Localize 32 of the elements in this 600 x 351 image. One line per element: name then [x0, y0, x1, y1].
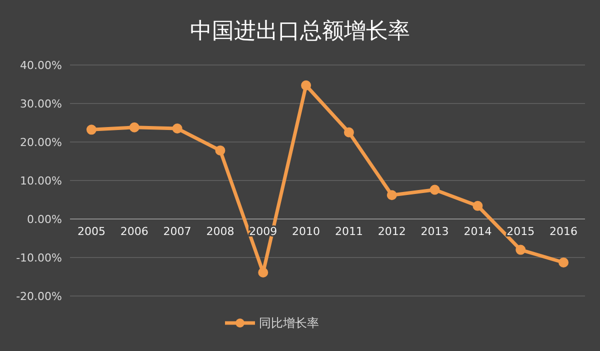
x-tick-label: 2005 — [77, 225, 106, 238]
point — [344, 127, 354, 138]
x-tick-label: 2011 — [334, 225, 363, 238]
x-tick-label: 2014 — [464, 225, 492, 238]
point — [386, 190, 397, 200]
y-tick-label: 0.00% — [27, 213, 62, 226]
chart-title: 中国进出口总额增长率 — [190, 19, 410, 44]
x-tick-label: 2008 — [206, 225, 234, 238]
point — [301, 80, 312, 90]
x-tick-label: 2012 — [378, 225, 406, 238]
point — [472, 200, 483, 211]
point — [129, 122, 140, 132]
y-tick-label: 10.00% — [20, 174, 62, 188]
point — [516, 244, 526, 255]
x-tick-label: 2013 — [420, 225, 449, 238]
x-tick-label: 2006 — [120, 225, 148, 238]
point — [258, 268, 268, 278]
x-tick-label: 2015 — [506, 225, 535, 238]
point — [172, 124, 182, 134]
y-tick-label: 20.00% — [20, 136, 62, 149]
point — [430, 184, 440, 195]
y-tick-label: -20.00% — [16, 290, 62, 303]
y-tick-label: 30.00% — [20, 98, 62, 110]
point — [215, 145, 226, 156]
legend-label: 同比增长率 — [259, 316, 319, 330]
y-tick-label: 40.00% — [20, 59, 62, 72]
x-tick-label: 2016 — [550, 225, 578, 238]
point — [558, 258, 569, 268]
y-tick-label: -10.00% — [16, 252, 62, 264]
point — [86, 124, 96, 135]
x-tick-label: 2010 — [292, 225, 320, 238]
x-tick-label: 2007 — [163, 225, 192, 238]
